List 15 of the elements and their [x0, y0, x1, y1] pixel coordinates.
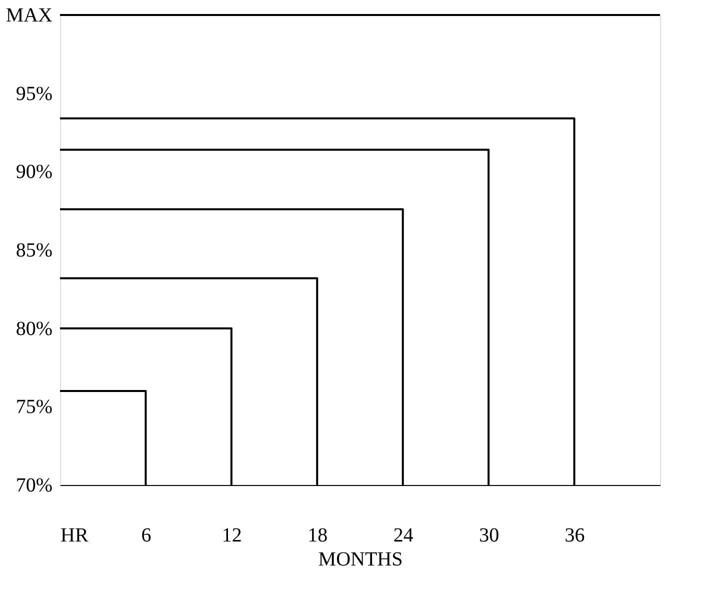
x-tick-label: 18	[308, 524, 328, 546]
x-axis-title: MONTHS	[318, 548, 403, 570]
x-tick-label: 36	[564, 524, 585, 546]
y-tick-label: 85%	[16, 240, 52, 262]
x-tick-label: HR	[60, 524, 89, 546]
x-tick-label: 6	[141, 524, 152, 546]
y-tick-label: 70%	[16, 474, 52, 496]
y-tick-label: MAX	[6, 4, 54, 26]
x-tick-label: 30	[479, 524, 500, 546]
x-tick-label: 12	[222, 524, 242, 546]
y-tick-label: 75%	[16, 396, 52, 418]
x-tick-label: 24	[393, 524, 414, 546]
y-tick-label: 95%	[16, 82, 52, 105]
y-tick-label: 90%	[16, 161, 52, 184]
y-tick-label: 80%	[16, 318, 52, 340]
